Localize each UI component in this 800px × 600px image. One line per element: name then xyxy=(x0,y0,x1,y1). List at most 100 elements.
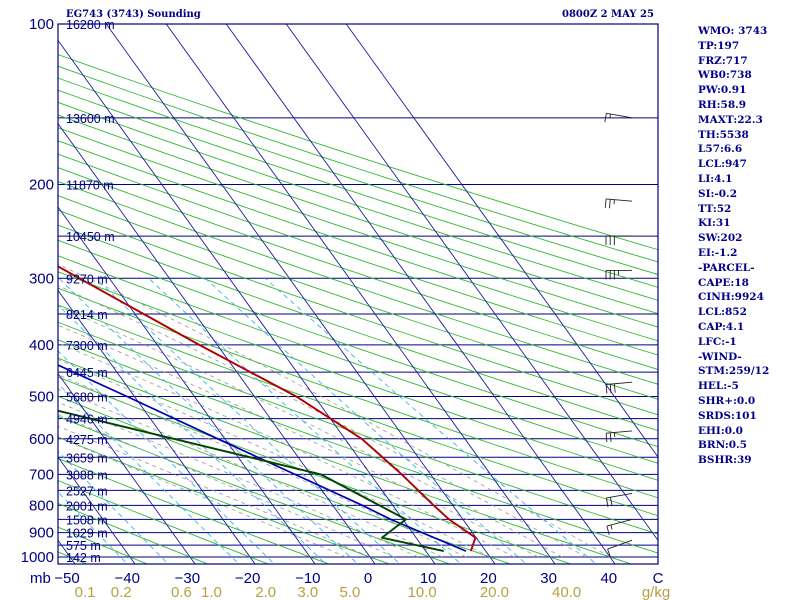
moist-adiabat-line xyxy=(58,263,611,558)
moist-adiabat-line xyxy=(58,374,467,558)
wind-barb xyxy=(604,112,633,123)
mixing-ratio-line xyxy=(95,277,401,564)
height-level-label: 3659 m xyxy=(66,451,108,465)
sounding-profiles xyxy=(58,265,477,553)
mixing-ratio-label: 0.1 xyxy=(75,584,96,600)
height-level-label: 4275 m xyxy=(66,433,108,447)
dry-adiabat-line xyxy=(58,271,658,481)
wind-barb-staff xyxy=(606,198,633,202)
dry-adiabat-line xyxy=(58,255,658,464)
height-level-label: 1508 m xyxy=(66,513,108,527)
wind-barb-flag xyxy=(609,432,612,442)
dry-adiabat-line xyxy=(58,195,658,400)
isotherm-line xyxy=(165,24,556,564)
height-level-label: 16280 m xyxy=(66,18,115,32)
dry-adiabat-line xyxy=(58,54,658,251)
wind-barb-staff xyxy=(607,539,633,550)
stat-item: LCL:947 xyxy=(698,158,747,171)
temperature-tick-label: −50 xyxy=(54,570,79,587)
temperature-tick-label: 10 xyxy=(420,570,437,587)
isotherm-line xyxy=(285,24,658,542)
dry-adiabat-line xyxy=(58,480,270,564)
wind-barb xyxy=(606,518,633,535)
mixing-ratio-line xyxy=(58,491,128,564)
stat-item: LFC:-1 xyxy=(698,335,737,348)
isotherm-line xyxy=(0,12,18,568)
station-title: EG743 (3743) Sounding xyxy=(66,9,201,20)
stat-item: L57:6.6 xyxy=(698,143,743,156)
wind-barb xyxy=(605,493,633,507)
pressure-tick-label: 700 xyxy=(29,466,54,483)
temperature-tick-label: −30 xyxy=(175,570,200,587)
dry-adiabat-line xyxy=(58,339,658,554)
dry-adiabat-line xyxy=(58,209,658,416)
isotherm-line xyxy=(58,206,316,564)
height-level-label: 9270 m xyxy=(66,272,108,286)
pressure-tick-label: 200 xyxy=(29,176,54,193)
stat-item: SHR+:0.0 xyxy=(698,394,756,407)
dry-adiabat-line xyxy=(58,415,452,564)
mixing-ratio-label: 10.0 xyxy=(408,584,437,600)
wind-barb xyxy=(605,235,632,246)
isotherm-lines xyxy=(0,12,658,568)
dry-adiabat-line xyxy=(58,180,658,385)
mixing-ratio-line xyxy=(148,277,462,564)
wind-barb-flag xyxy=(604,113,607,123)
dry-adiabat-line xyxy=(58,77,658,275)
temperature-tick-label: 30 xyxy=(540,570,557,587)
pressure-tick-label: 100 xyxy=(29,16,54,33)
stat-item: SRDS:101 xyxy=(698,409,757,422)
stat-item: WMO: 3743 xyxy=(698,25,768,37)
stat-item: SW:202 xyxy=(698,232,743,245)
dry-adiabat-line xyxy=(58,89,658,288)
moist-adiabat-line xyxy=(58,285,587,558)
temperature-tick-label: 0 xyxy=(364,570,372,587)
pressure-unit-label: mb xyxy=(30,570,51,587)
dry-adiabat-line xyxy=(58,239,658,448)
dry-adiabat-line xyxy=(58,127,658,328)
mixing-ratio-line xyxy=(58,382,240,564)
mixing-ratio-label: 2.0 xyxy=(255,584,276,600)
height-level-label: 11870 m xyxy=(66,178,114,192)
wind-barb-flag xyxy=(605,433,608,443)
mixing-ratio-line xyxy=(204,277,528,564)
wind-barb-staff xyxy=(606,381,633,385)
stat-item: CAP:4.1 xyxy=(698,320,745,333)
wind-barb-flag xyxy=(610,497,613,507)
wind-barb xyxy=(607,539,633,558)
isotherm-line xyxy=(58,39,436,564)
height-level-label: 2001 m xyxy=(66,499,108,513)
dry-adiabat-line xyxy=(58,395,512,564)
height-level-label: 8214 m xyxy=(66,308,108,322)
dry-adiabat-line xyxy=(58,526,149,564)
moist-adiabat-line xyxy=(58,342,515,558)
parcel-trace xyxy=(58,364,467,552)
isotherm-line xyxy=(225,24,616,564)
stat-item: FRZ:717 xyxy=(698,54,748,67)
mixing-ratio-label: 3.0 xyxy=(297,584,318,600)
pressure-tick-label: 300 xyxy=(29,270,54,287)
wind-barb-flag xyxy=(604,198,607,208)
dewpoint-trace xyxy=(58,409,445,553)
stat-item: MAXT:22.3 xyxy=(698,113,763,126)
pressure-tick-label: 1000 xyxy=(21,549,54,566)
wind-barb-flag xyxy=(609,113,611,119)
temperature-trace xyxy=(58,265,477,552)
stat-item: PW:0.91 xyxy=(698,84,747,97)
height-level-label: 1029 m xyxy=(66,527,108,541)
stat-item: TP:197 xyxy=(698,39,740,52)
stat-item: EHI:0.0 xyxy=(698,424,743,437)
wind-barb-flag xyxy=(613,383,616,393)
temperature-tick-label: −10 xyxy=(295,570,320,587)
mixing-ratio-label: 0.6 xyxy=(171,584,192,600)
stat-item: HEL:-5 xyxy=(698,380,739,393)
wind-barb-flag xyxy=(606,525,610,535)
dry-adiabat-line xyxy=(58,65,658,263)
dry-adiabat-line xyxy=(58,140,658,342)
mixing-ratio-unit-label: g/kg xyxy=(642,584,670,600)
isotherm-line xyxy=(58,122,376,564)
dry-adiabat-line xyxy=(58,457,330,564)
stat-item: RH:58.9 xyxy=(698,98,747,111)
height-level-label: 142 m xyxy=(66,551,101,565)
